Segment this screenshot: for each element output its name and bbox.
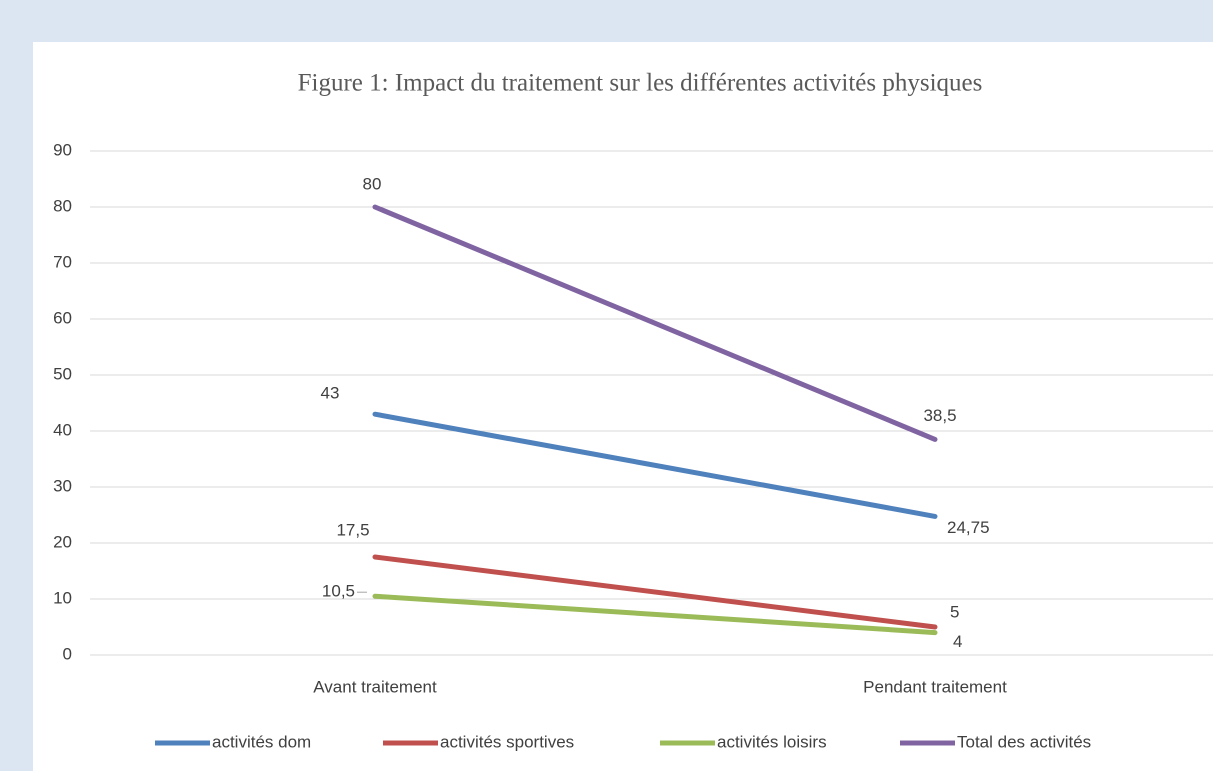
data-label: 24,75: [947, 518, 990, 537]
y-tick-label: 80: [53, 196, 72, 215]
legend-label: activités sportives: [440, 732, 574, 751]
data-label: 80: [363, 174, 382, 193]
y-tick-label: 70: [53, 252, 72, 271]
data-label: 4: [953, 632, 962, 651]
data-label: 5: [950, 602, 959, 621]
y-tick-label: 10: [53, 588, 72, 607]
series-line: [372, 593, 938, 636]
data-label: 17,5: [336, 520, 369, 539]
series-line: [372, 204, 938, 442]
y-tick-label: 30: [53, 476, 72, 495]
series-line: [372, 411, 938, 519]
legend-label: activités dom: [212, 732, 311, 751]
y-tick-label: 40: [53, 420, 72, 439]
chart-title: Figure 1: Impact du traitement sur les d…: [298, 70, 983, 97]
y-tick-label: 20: [53, 532, 72, 551]
data-label: 10,5: [322, 582, 355, 601]
data-label: 43: [321, 384, 340, 403]
x-tick-label: Avant traitement: [313, 677, 437, 696]
series-line: [372, 554, 938, 630]
y-tick-label: 0: [63, 644, 72, 663]
y-tick-label: 90: [53, 140, 72, 159]
y-tick-label: 50: [53, 364, 72, 383]
chart-area: [33, 42, 1213, 771]
data-label: 38,5: [923, 406, 956, 425]
y-tick-label: 60: [53, 308, 72, 327]
legend-label: Total des activités: [957, 732, 1091, 751]
legend-label: activités loisirs: [717, 732, 827, 751]
x-tick-label: Pendant traitement: [863, 677, 1007, 696]
